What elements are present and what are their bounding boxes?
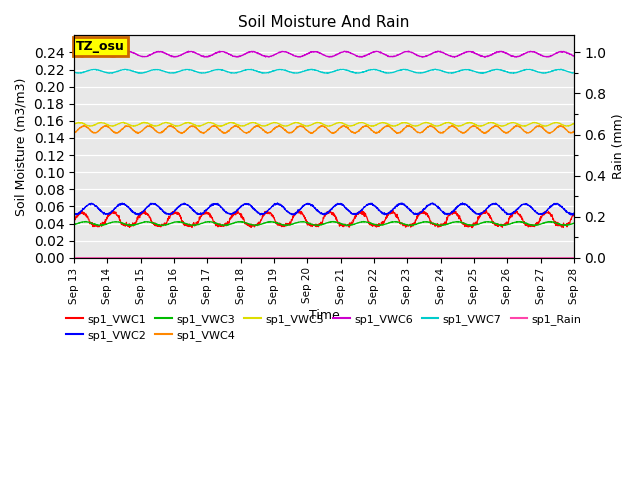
Line: sp1_VWC3: sp1_VWC3	[74, 221, 574, 226]
sp1_VWC6	[70, 51, 78, 57]
sp1_VWC4	[556, 123, 564, 129]
Line: sp1_VWC7: sp1_VWC7	[74, 69, 574, 73]
Line: sp1_VWC6: sp1_VWC6	[74, 51, 574, 57]
sp1_VWC6	[405, 48, 413, 54]
sp1_Rain	[70, 255, 78, 261]
sp1_VWC1	[96, 223, 104, 228]
sp1_Rain	[314, 255, 321, 261]
Text: TZ_osu: TZ_osu	[76, 40, 125, 53]
sp1_VWC4	[70, 130, 78, 136]
Y-axis label: Rain (mm): Rain (mm)	[612, 114, 625, 180]
sp1_VWC5	[570, 120, 578, 126]
sp1_VWC4	[448, 122, 456, 128]
Line: sp1_VWC2: sp1_VWC2	[74, 203, 574, 215]
sp1_VWC4	[314, 126, 321, 132]
sp1_VWC7	[556, 67, 564, 73]
sp1_VWC2	[570, 210, 578, 216]
sp1_Rain	[464, 255, 472, 261]
sp1_VWC5	[96, 120, 104, 126]
sp1_VWC3	[465, 222, 472, 228]
sp1_VWC1	[570, 212, 578, 218]
sp1_VWC7	[300, 68, 308, 74]
sp1_VWC3	[96, 222, 104, 228]
sp1_VWC3	[70, 222, 78, 228]
sp1_VWC5	[556, 120, 564, 126]
sp1_Rain	[556, 255, 563, 261]
sp1_VWC6	[481, 54, 489, 60]
sp1_VWC2	[70, 211, 78, 217]
sp1_VWC7	[314, 68, 321, 73]
sp1_VWC1	[300, 213, 308, 219]
sp1_Rain	[570, 255, 578, 261]
sp1_VWC2	[96, 207, 104, 213]
sp1_VWC5	[120, 120, 127, 125]
sp1_VWC5	[301, 122, 308, 128]
sp1_VWC5	[70, 121, 78, 127]
sp1_VWC2	[465, 204, 472, 210]
sp1_VWC2	[314, 207, 321, 213]
sp1_VWC3	[360, 218, 367, 224]
sp1_VWC1	[314, 223, 321, 228]
Line: sp1_VWC4: sp1_VWC4	[74, 125, 574, 133]
sp1_VWC5	[465, 120, 472, 126]
sp1_VWC5	[217, 123, 225, 129]
sp1_VWC2	[556, 204, 564, 209]
sp1_Rain	[96, 255, 104, 261]
sp1_VWC4	[465, 127, 472, 133]
sp1_VWC6	[96, 49, 104, 55]
sp1_VWC6	[556, 49, 564, 55]
sp1_VWC7	[70, 69, 78, 75]
Line: sp1_VWC5: sp1_VWC5	[74, 122, 574, 126]
X-axis label: Time: Time	[308, 309, 339, 322]
sp1_VWC4	[200, 131, 207, 136]
sp1_VWC2	[459, 200, 467, 206]
sp1_VWC1	[234, 207, 241, 213]
sp1_VWC3	[570, 220, 578, 226]
Line: sp1_VWC1: sp1_VWC1	[74, 210, 574, 228]
sp1_VWC2	[556, 203, 564, 208]
sp1_VWC4	[96, 127, 104, 133]
sp1_VWC7	[431, 66, 439, 72]
sp1_VWC5	[314, 120, 321, 125]
Y-axis label: Soil Moisture (m3/m3): Soil Moisture (m3/m3)	[15, 77, 28, 216]
sp1_VWC1	[70, 219, 78, 225]
sp1_VWC7	[540, 71, 547, 76]
Legend: sp1_VWC1, sp1_VWC2, sp1_VWC3, sp1_VWC4, sp1_VWC5, sp1_VWC6, sp1_VWC7, sp1_Rain: sp1_VWC1, sp1_VWC2, sp1_VWC3, sp1_VWC4, …	[62, 309, 586, 346]
sp1_VWC4	[300, 125, 308, 131]
sp1_VWC1	[556, 222, 564, 228]
sp1_VWC7	[96, 68, 104, 73]
sp1_VWC3	[300, 219, 308, 225]
sp1_VWC5	[556, 120, 564, 126]
sp1_VWC3	[252, 223, 259, 228]
sp1_VWC2	[300, 203, 308, 208]
sp1_VWC6	[570, 53, 578, 59]
sp1_VWC6	[300, 53, 308, 59]
sp1_VWC6	[464, 49, 472, 55]
sp1_VWC7	[556, 67, 564, 72]
sp1_VWC3	[556, 222, 564, 228]
sp1_VWC7	[464, 67, 472, 72]
sp1_VWC1	[464, 223, 472, 228]
Title: Soil Moisture And Rain: Soil Moisture And Rain	[239, 15, 410, 30]
sp1_Rain	[556, 255, 563, 261]
sp1_VWC1	[468, 225, 476, 230]
sp1_VWC7	[570, 70, 578, 76]
sp1_VWC6	[314, 49, 321, 55]
sp1_VWC3	[314, 223, 321, 228]
sp1_VWC1	[556, 223, 564, 228]
sp1_VWC4	[570, 128, 578, 134]
sp1_VWC2	[135, 212, 143, 218]
sp1_Rain	[300, 255, 308, 261]
sp1_VWC3	[556, 221, 564, 227]
sp1_VWC4	[556, 123, 564, 129]
sp1_VWC6	[556, 49, 564, 55]
